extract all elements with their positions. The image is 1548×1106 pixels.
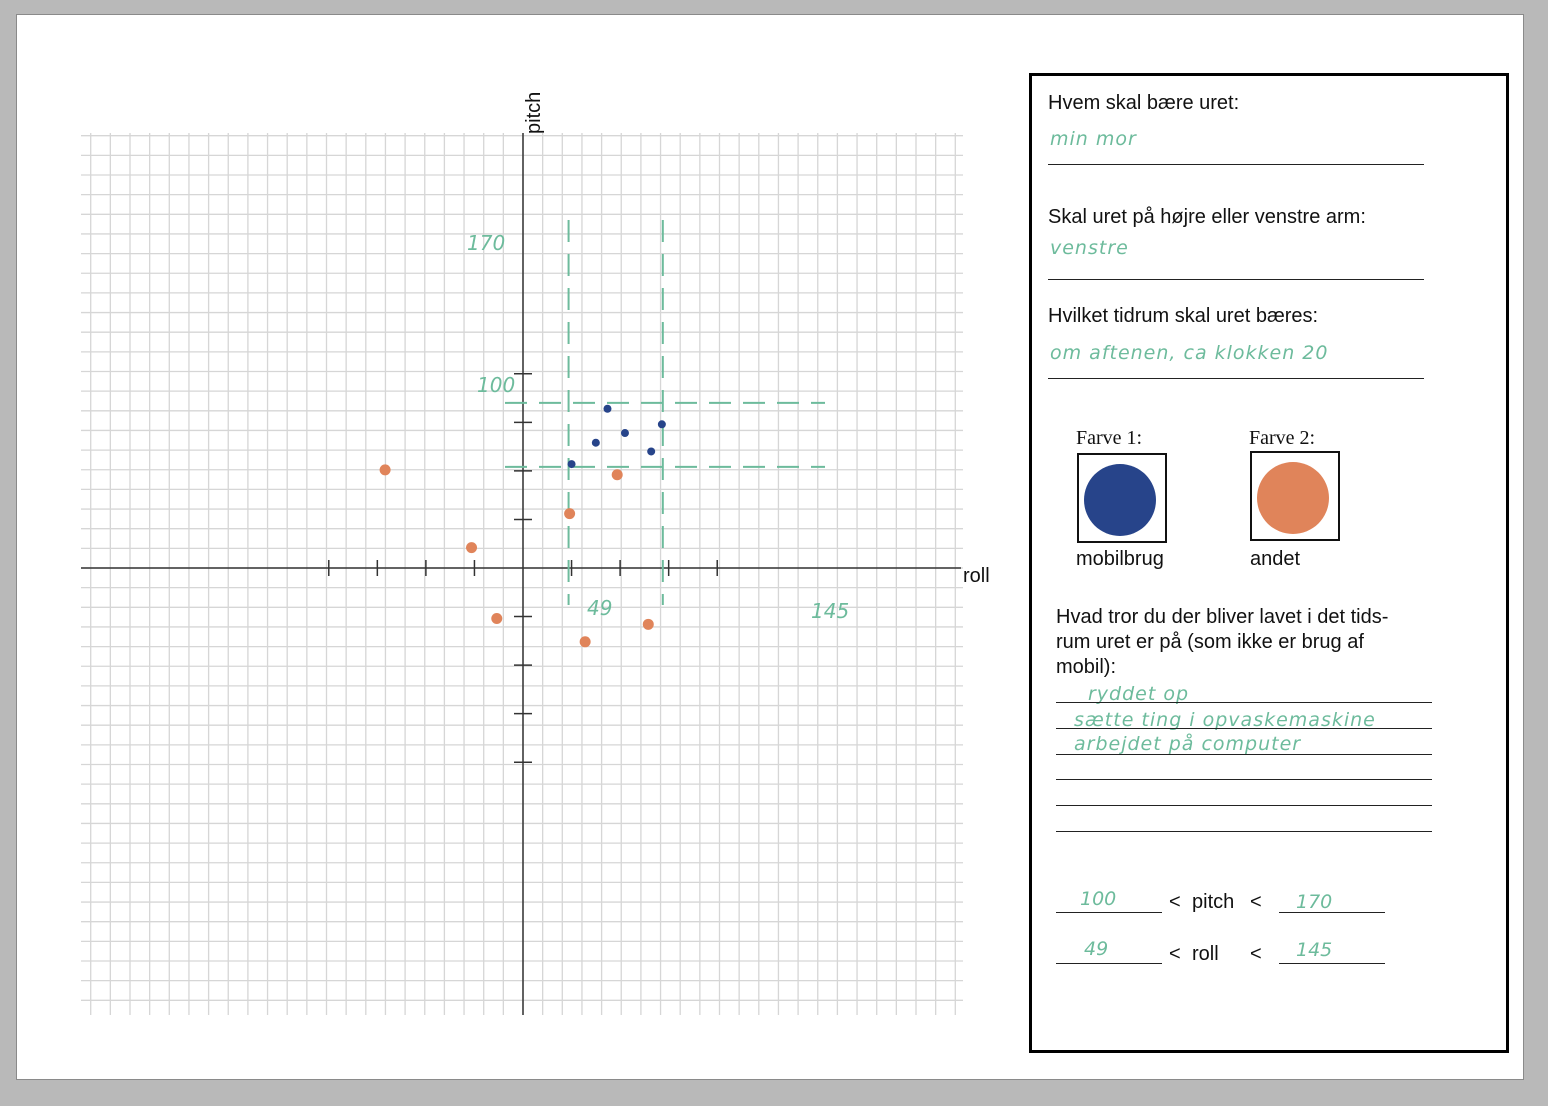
- farve2-swatch: [1250, 451, 1340, 541]
- answer-line: [1048, 378, 1424, 379]
- data-point-andet: [611, 469, 623, 481]
- activity-answer-2: sætte ting i opvaskemaskine: [1074, 709, 1376, 731]
- data-point-mobilbrug: [620, 429, 629, 438]
- worksheet-page: 170 100 49 145 roll pitch Hvem skal bære ure…: [16, 14, 1524, 1080]
- question-activity-line2: rum uret er på (som ikke er brug af: [1056, 631, 1364, 653]
- data-point-mobilbrug: [567, 460, 576, 469]
- farve2-color-dot: [1257, 462, 1329, 534]
- data-point-mobilbrug: [657, 420, 666, 429]
- data-point-andet: [379, 464, 391, 476]
- answer-time: om aftenen, ca klokken 20: [1050, 342, 1329, 364]
- data-point-mobilbrug: [591, 438, 600, 447]
- data-point-andet: [491, 612, 503, 624]
- question-arm: Skal uret på højre eller venstre arm:: [1048, 206, 1366, 228]
- activity-line: [1056, 728, 1432, 729]
- question-activity: Hvad tror du der bliver lavet i det tids…: [1056, 605, 1388, 680]
- roll-upper-line: [1279, 963, 1385, 964]
- activity-line: [1056, 831, 1432, 832]
- data-point-mobilbrug: [647, 447, 656, 456]
- activity-line: [1056, 702, 1432, 703]
- roll-label: roll: [1192, 943, 1219, 965]
- farve2-caption: andet: [1250, 548, 1301, 570]
- data-point-andet: [642, 618, 654, 630]
- chart-grid: [81, 133, 963, 1015]
- lt-sign: <: [1169, 943, 1181, 965]
- lt-sign: <: [1169, 891, 1181, 913]
- pitch-lower-value: 100: [1080, 888, 1117, 910]
- data-point-andet: [579, 636, 591, 648]
- roll-upper-value: 145: [1296, 939, 1333, 961]
- question-activity-line1: Hvad tror du der bliver lavet i det tids…: [1056, 606, 1389, 628]
- data-points: [379, 404, 666, 648]
- answer-line: [1048, 164, 1424, 165]
- roll-lower-line: [1056, 963, 1162, 964]
- farve1-caption: mobilbrug: [1076, 548, 1164, 570]
- y-axis-label: pitch: [523, 92, 545, 134]
- x-axis-label: roll: [963, 565, 990, 587]
- axis-labels: roll pitch: [523, 92, 990, 587]
- activity-line: [1056, 754, 1432, 755]
- farve1-label: Farve 1:: [1076, 427, 1143, 449]
- activity-answer-1: ryddet op: [1088, 683, 1190, 705]
- chart-axes: [81, 133, 961, 1015]
- pitch-lower-line: [1056, 912, 1162, 913]
- pitch-upper-annotation: 170: [467, 231, 505, 255]
- activity-answer-3: arbejdet på computer: [1074, 733, 1302, 755]
- pitch-upper-value: 170: [1296, 891, 1333, 913]
- farve1-swatch: [1077, 453, 1167, 543]
- roll-lower-value: 49: [1084, 938, 1109, 960]
- worksheet-form: Hvem skal bære uret: min mor Skal uret p…: [1029, 73, 1509, 1053]
- answer-line: [1048, 279, 1424, 280]
- lt-sign: <: [1250, 943, 1262, 965]
- lt-sign: <: [1250, 891, 1262, 913]
- question-who: Hvem skal bære uret:: [1048, 92, 1240, 114]
- roll-upper-annotation: 145: [811, 599, 849, 623]
- handwritten-bounds: 170 100 49 145: [467, 220, 849, 623]
- data-point-andet: [466, 542, 478, 554]
- question-time: Hvilket tidrum skal uret bæres:: [1048, 305, 1319, 327]
- answer-who: min mor: [1050, 128, 1137, 150]
- pitch-lower-annotation: 100: [477, 373, 515, 397]
- question-activity-line3: mobil):: [1056, 656, 1117, 678]
- roll-lower-annotation: 49: [587, 596, 612, 620]
- pitch-upper-line: [1279, 912, 1385, 913]
- pitch-label: pitch: [1192, 891, 1235, 913]
- activity-line: [1056, 779, 1432, 780]
- answer-arm: venstre: [1050, 237, 1129, 259]
- data-point-andet: [564, 508, 576, 520]
- data-point-mobilbrug: [603, 404, 612, 413]
- farve1-color-dot: [1084, 464, 1156, 536]
- farve2-label: Farve 2:: [1249, 427, 1316, 449]
- activity-line: [1056, 805, 1432, 806]
- scatter-chart: 170 100 49 145 roll pitch: [81, 92, 990, 1015]
